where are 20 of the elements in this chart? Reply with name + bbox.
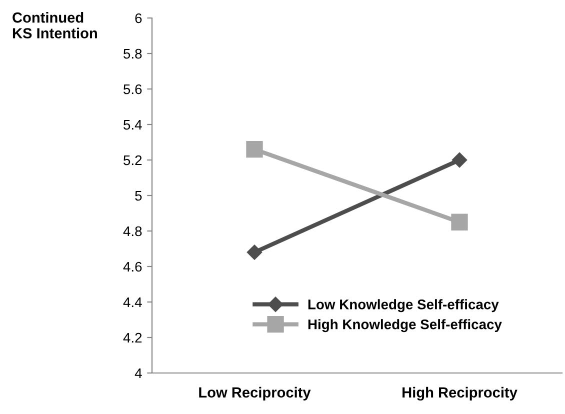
y-axis-title: Continued KS Intention (12, 12, 97, 38)
point (452, 152, 468, 168)
y-tick-label: 4.6 (123, 262, 142, 272)
y-tick-label: 4 (134, 368, 142, 378)
x-tick-label: High Reciprocity (402, 386, 518, 401)
point (451, 214, 468, 230)
point (246, 141, 263, 158)
y-tick-label: 5.8 (124, 48, 142, 59)
y-tick-label: 4.2 (123, 332, 142, 343)
legend-label: High Knowledge Self-efficacy (308, 319, 502, 332)
y-tick-label: 5.2 (124, 155, 142, 166)
y-tick-label: 5 (135, 190, 142, 201)
y-tick-label: 5.6 (124, 84, 142, 94)
point (246, 244, 262, 260)
y-tick-label: 5.4 (124, 120, 142, 130)
y-tick-label: 4.4 (123, 297, 142, 308)
y-tick-label: 6 (135, 13, 142, 24)
x-tick-label: Low Reciprocity (199, 386, 311, 400)
y-tick-label: 4.8 (123, 226, 142, 236)
legend-label: Low Knowledge Self-efficacy (308, 299, 499, 312)
